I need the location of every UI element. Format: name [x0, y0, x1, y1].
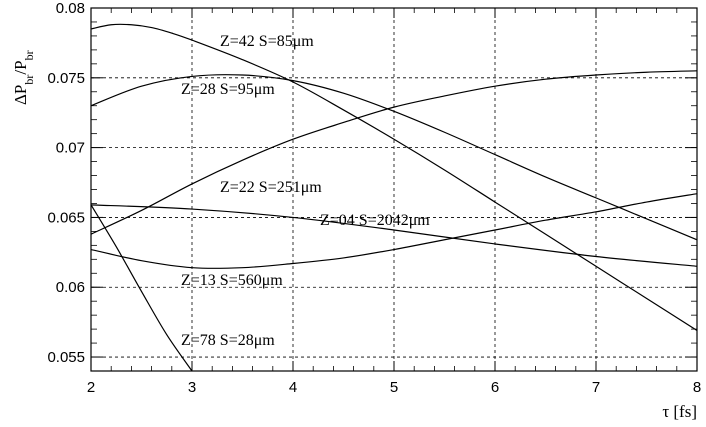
y-axis-title: ΔPbr/Pbr [11, 50, 36, 105]
x-tick-label: 7 [592, 379, 600, 396]
y-tick-label: 0.055 [47, 349, 85, 366]
series-label: Z=28 S=95μm [181, 81, 275, 98]
series-label: Z=04 S=2042μm [320, 212, 430, 229]
series-label: Z=78 S=28μm [181, 332, 275, 349]
series-line [91, 23, 697, 332]
series-line [91, 204, 697, 267]
x-tick-label: 4 [289, 379, 297, 396]
tick-labels: 2 3 4 5 6 7 8 0.055 0.06 0.065 0.07 0.075 0.08 [47, 0, 701, 396]
y-tick-label: 0.075 [47, 70, 85, 87]
series-label: Z=13 S=560μm [181, 272, 283, 289]
x-tick-label: 2 [87, 379, 95, 396]
series-line [91, 204, 193, 371]
y-tick-label: 0.065 [47, 209, 85, 226]
series-line [91, 193, 697, 269]
x-tick-label: 8 [693, 379, 701, 396]
series-label: Z=22 S=251μm [220, 179, 322, 196]
y-tick-label: 0.06 [56, 279, 85, 296]
gridlines [91, 8, 697, 371]
x-tick-label: 3 [188, 379, 196, 396]
x-axis-title: τ [fs] [662, 402, 697, 421]
series-label: Z=42 S=85μm [220, 33, 314, 50]
y-axis-title-part: ΔP [11, 85, 30, 105]
series-line [91, 70, 697, 235]
ticks [90, 7, 698, 372]
series-line [91, 74, 697, 241]
x-tick-label: 6 [491, 379, 499, 396]
y-axis-title-subscript: br [22, 50, 36, 60]
y-tick-label: 0.07 [56, 140, 85, 157]
curves [91, 23, 697, 371]
y-tick-label: 0.08 [56, 0, 85, 17]
y-axis-title-subscript: br [22, 75, 36, 85]
x-tick-label: 5 [390, 379, 398, 396]
y-axis-title-part: /P [11, 60, 30, 74]
axis-titles: τ [fs]ΔPbr/Pbr [11, 50, 697, 421]
series-annotations: Z=42 S=85μm Z=28 S=95μm Z=22 S=251μm Z=04 S… [181, 33, 430, 349]
